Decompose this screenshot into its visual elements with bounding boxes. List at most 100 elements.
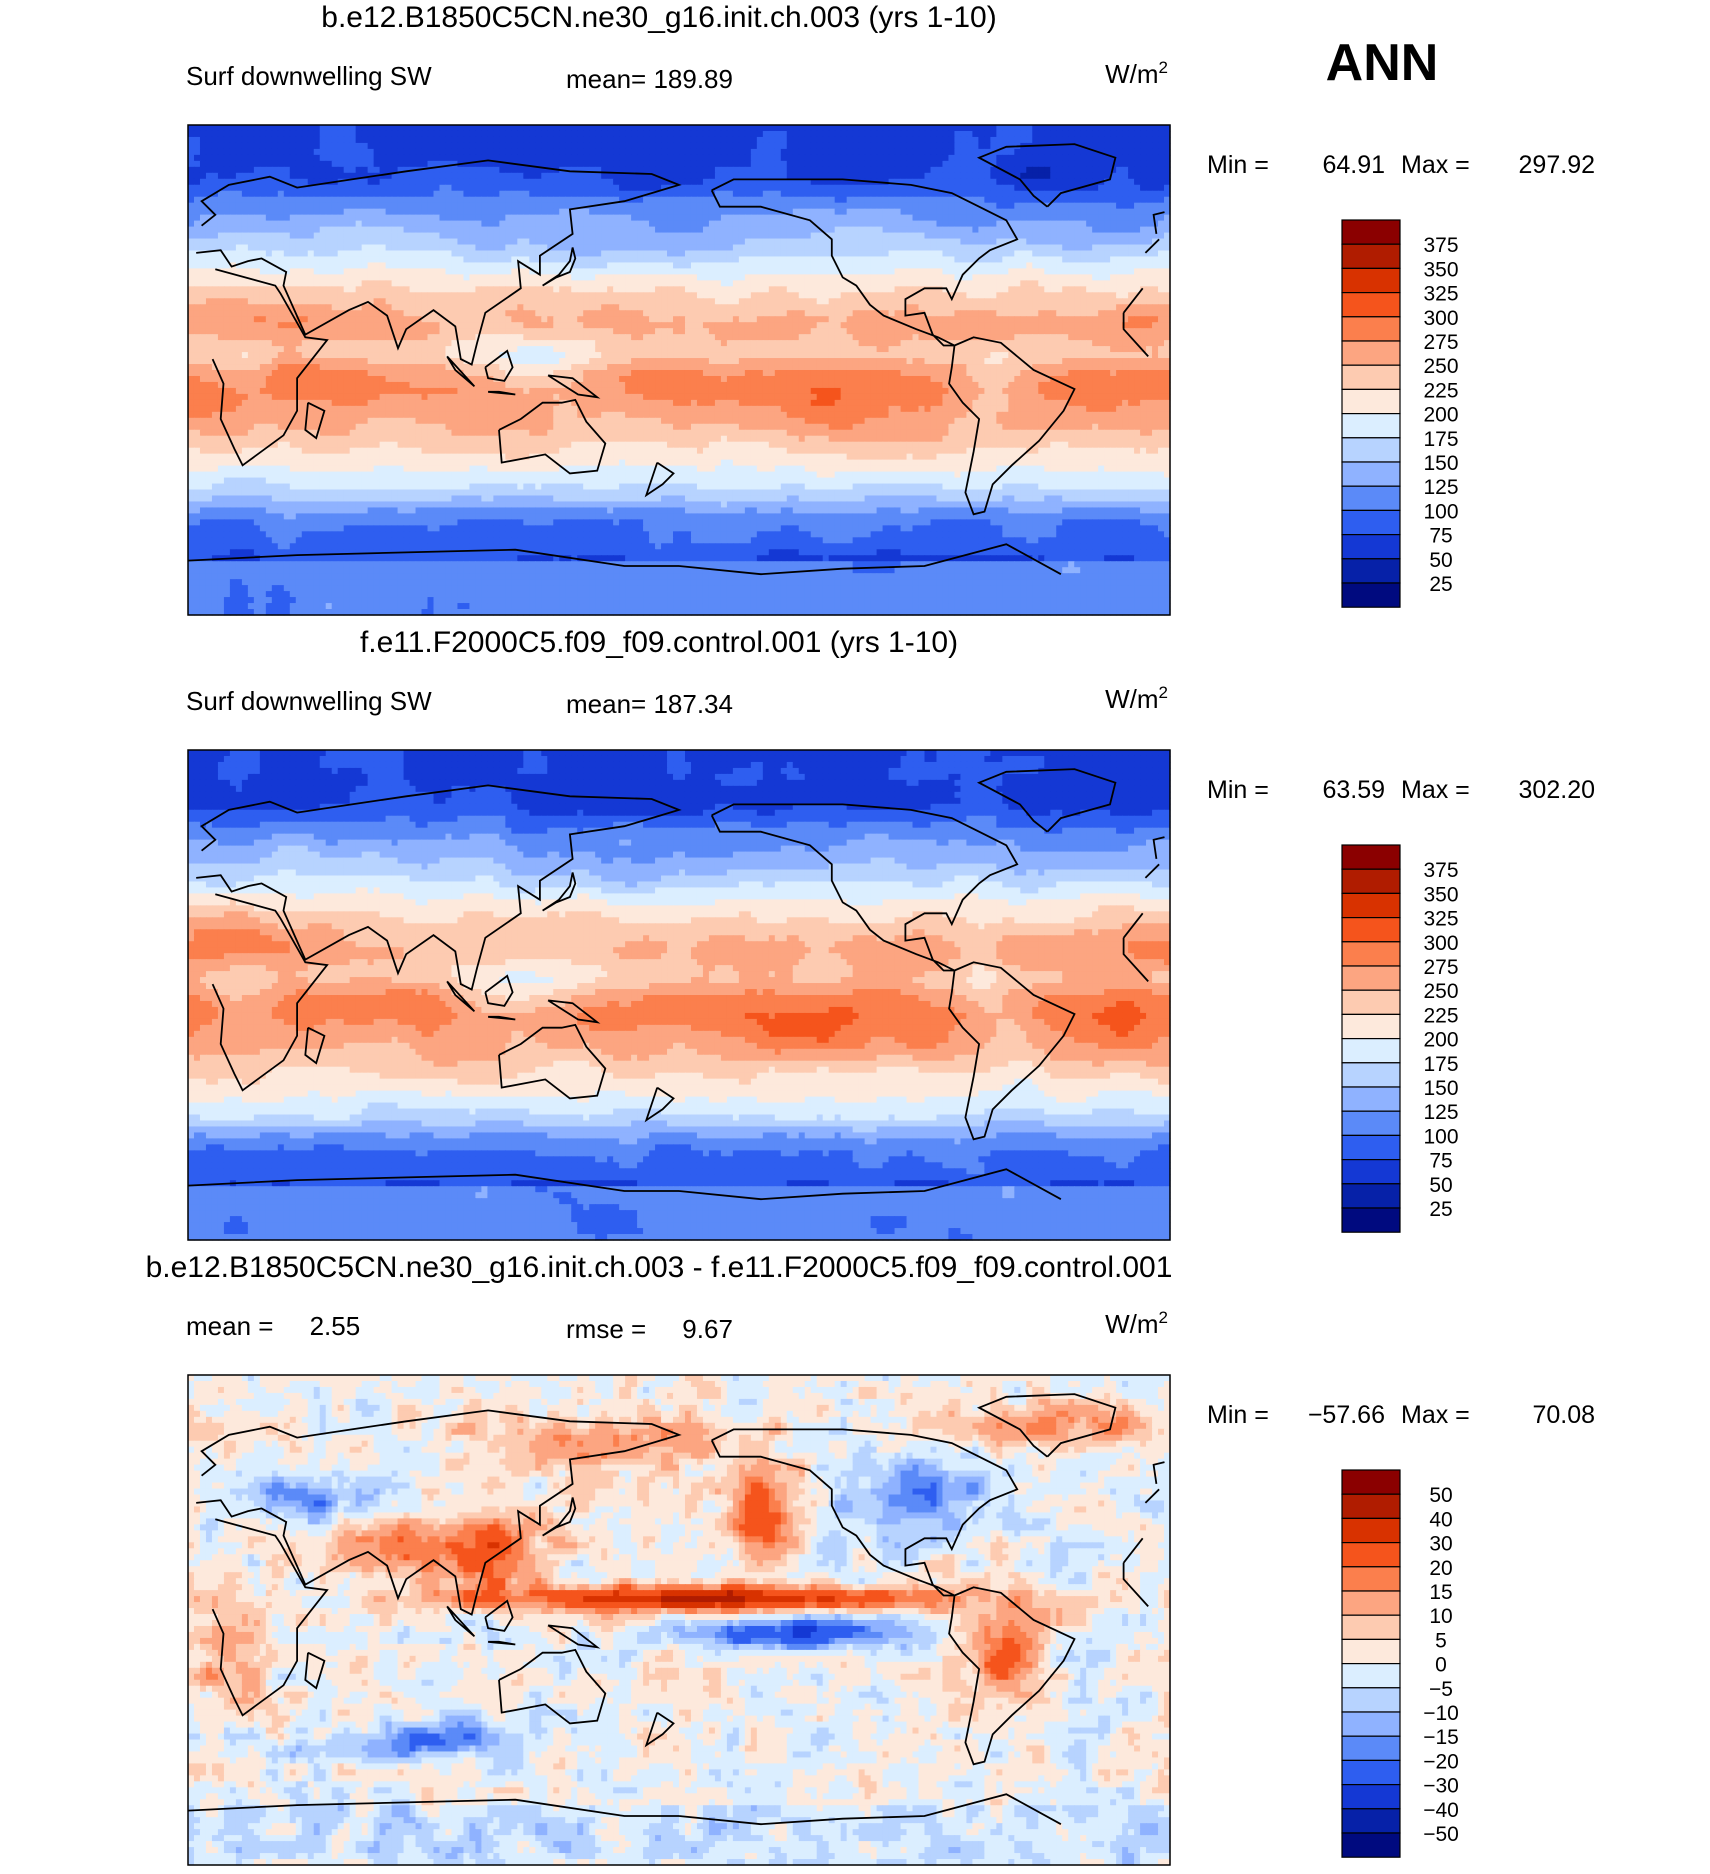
colorbar-swatch [1341, 1590, 1401, 1616]
colorbar-tick-label: 200 [1423, 404, 1458, 427]
map-field [188, 1375, 1171, 1866]
colorbar-swatch [1341, 965, 1401, 991]
max-label: Max = [1401, 776, 1470, 804]
colorbar-swatch [1341, 1614, 1401, 1640]
colorbar-tick-label: 30 [1429, 1533, 1452, 1556]
map-field [188, 750, 1171, 1241]
max-value: 70.08 [1532, 1401, 1595, 1429]
colorbar-tick-label: 350 [1423, 258, 1458, 281]
colorbar-swatch [1341, 219, 1401, 245]
colorbar-swatch [1341, 941, 1401, 967]
panel-title: f.e11.F2000C5.f09_f09.control.001 (yrs 1… [360, 626, 958, 659]
colorbar-tick-label: 125 [1423, 476, 1458, 499]
colorbar-swatch [1341, 1110, 1401, 1136]
colorbar-swatch [1341, 1207, 1401, 1233]
colorbar-swatch [1341, 243, 1401, 269]
colorbar-swatch [1341, 388, 1401, 415]
colorbar-swatch [1341, 316, 1401, 342]
colorbar-swatch [1341, 558, 1401, 584]
colorbar-tick-label: 275 [1423, 956, 1458, 979]
colorbar-swatch [1341, 868, 1401, 895]
minmax-readout: Min = −57.66 Max = 70.08 [1207, 1401, 1595, 1429]
colorbar-tick-label: 75 [1429, 1150, 1452, 1173]
min-label: Min = [1207, 151, 1269, 179]
colorbar-tick-label: 15 [1429, 1581, 1452, 1604]
colorbar-tick-label: −10 [1423, 1702, 1459, 1725]
colorbar-tick-label: 40 [1429, 1508, 1452, 1531]
colorbar-swatch [1341, 1759, 1401, 1786]
colorbar-swatch [1341, 1566, 1401, 1592]
colorbar-tick-label: −30 [1423, 1775, 1459, 1798]
colorbar-swatch [1341, 1493, 1401, 1519]
colorbar-swatch [1341, 844, 1401, 870]
colorbar-swatch [1341, 1037, 1401, 1064]
colorbar-tick-label: 175 [1423, 428, 1458, 451]
colorbar-swatch [1341, 437, 1401, 463]
colorbar-swatch [1341, 1638, 1401, 1665]
map-field [188, 125, 1171, 616]
colorbar-tick-label: 350 [1423, 883, 1458, 906]
colorbar-tick-label: 300 [1423, 932, 1458, 955]
colorbar-tick-label: 375 [1423, 859, 1458, 882]
colorbar-tick-label: 75 [1429, 525, 1452, 548]
colorbar-tick-label: 125 [1423, 1101, 1458, 1124]
colorbar-tick-label: 0 [1435, 1654, 1447, 1677]
colorbar-tick-label: 50 [1429, 1484, 1452, 1507]
colorbar: 3753503253002752502252001751501251007550… [1341, 844, 1459, 1233]
colorbar-tick-label: 225 [1423, 1004, 1458, 1027]
colorbar-swatch [1341, 1134, 1401, 1161]
min-value: 64.91 [1322, 151, 1385, 179]
colorbar-swatch [1341, 364, 1401, 391]
panel-title: b.e12.B1850C5CN.ne30_g16.init.ch.003 (yr… [321, 1, 996, 34]
colorbar-tick-label: 250 [1423, 355, 1458, 378]
map-frame [187, 1374, 1171, 1866]
min-value: −57.66 [1308, 1401, 1385, 1429]
minmax-readout: Min = 63.59 Max = 302.20 [1207, 776, 1595, 804]
colorbar-swatch [1341, 1062, 1401, 1088]
panel-mid-label: mean= 189.89 [566, 64, 733, 94]
colorbar-swatch [1341, 1783, 1401, 1810]
colorbar-swatch [1341, 1541, 1401, 1568]
panel-mid-label: mean= 187.34 [566, 689, 733, 719]
colorbar-swatch [1341, 509, 1401, 536]
colorbar-tick-label: 100 [1423, 500, 1458, 523]
colorbar-tick-label: 50 [1429, 549, 1452, 572]
colorbar-tick-label: −15 [1423, 1726, 1459, 1749]
colorbar-swatch [1341, 413, 1401, 439]
colorbar-tick-label: 150 [1423, 452, 1458, 475]
map-frame [187, 749, 1171, 1241]
panel-left-label: Surf downwelling SW [186, 686, 432, 716]
colorbar-tick-label: −5 [1429, 1678, 1453, 1701]
colorbar-tick-label: 275 [1423, 331, 1458, 354]
colorbar-tick-label: 5 [1435, 1629, 1447, 1652]
colorbar: 3753503253002752502252001751501251007550… [1341, 219, 1459, 608]
colorbar-tick-label: 25 [1429, 573, 1452, 596]
min-value: 63.59 [1322, 776, 1385, 804]
colorbar-tick-label: −40 [1423, 1799, 1459, 1822]
colorbar-tick-label: 175 [1423, 1053, 1458, 1076]
colorbar-swatch [1341, 292, 1401, 318]
panel-control: f.e11.F2000C5.f09_f09.control.001 (yrs 1… [186, 626, 1595, 1241]
colorbar-tick-label: 225 [1423, 379, 1458, 402]
colorbar-swatch [1341, 1662, 1401, 1689]
panel-units: W/m2 [1105, 1308, 1168, 1339]
panel-units: W/m2 [1105, 58, 1168, 89]
colorbar-swatch [1341, 1086, 1401, 1112]
panel-title: b.e12.B1850C5CN.ne30_g16.init.ch.003 - f… [146, 1251, 1173, 1284]
colorbar-tick-label: 325 [1423, 908, 1458, 931]
panel-difference: b.e12.B1850C5CN.ne30_g16.init.ch.003 - f… [146, 1251, 1595, 1866]
colorbar-swatch [1341, 892, 1401, 919]
colorbar-swatch [1341, 1183, 1401, 1209]
colorbar-swatch [1341, 485, 1401, 512]
colorbar-swatch [1341, 461, 1401, 487]
panel-left-label: Surf downwelling SW [186, 61, 432, 91]
panel-model: b.e12.B1850C5CN.ne30_g16.init.ch.003 (yr… [186, 1, 1595, 616]
colorbar-tick-label: 25 [1429, 1198, 1452, 1221]
colorbar-tick-label: 20 [1429, 1557, 1452, 1580]
colorbar-swatch [1341, 989, 1401, 1016]
colorbar-swatch [1341, 533, 1401, 560]
coastlines [187, 143, 1165, 576]
colorbar-swatch [1341, 340, 1401, 366]
